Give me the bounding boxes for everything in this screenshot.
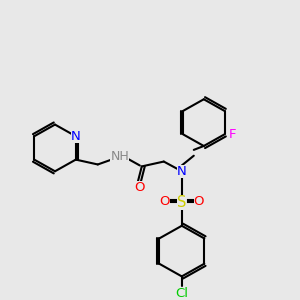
Text: O: O (194, 195, 204, 208)
Text: N: N (71, 130, 81, 143)
Text: N: N (177, 165, 187, 178)
Text: O: O (160, 195, 170, 208)
Text: O: O (134, 181, 145, 194)
Text: Cl: Cl (175, 287, 188, 300)
Text: S: S (177, 195, 187, 210)
Text: F: F (229, 128, 236, 141)
Text: NH: NH (110, 150, 129, 163)
